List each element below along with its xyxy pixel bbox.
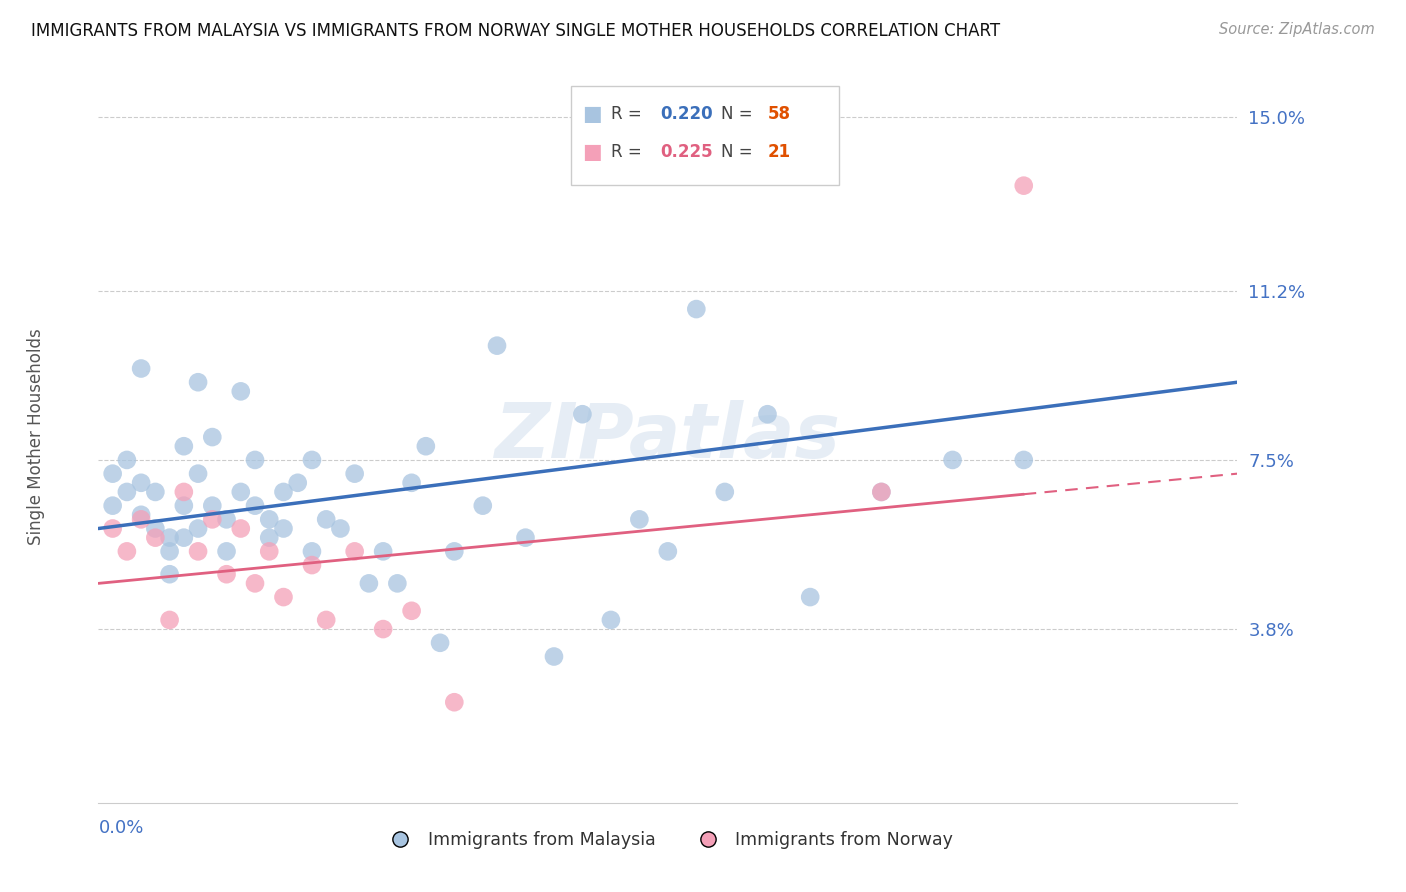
Point	[273, 521, 295, 535]
Point	[273, 485, 295, 500]
Point	[371, 622, 394, 636]
Point	[799, 590, 821, 604]
Point	[243, 453, 266, 467]
Point	[215, 567, 238, 582]
Point	[401, 475, 423, 490]
Text: R =: R =	[612, 104, 647, 123]
Text: 0.0%: 0.0%	[98, 819, 143, 837]
Point	[101, 499, 124, 513]
Point	[371, 544, 394, 558]
Point	[870, 485, 893, 500]
Point	[287, 475, 309, 490]
Text: N =: N =	[721, 104, 758, 123]
Legend: Immigrants from Malaysia, Immigrants from Norway: Immigrants from Malaysia, Immigrants fro…	[375, 824, 960, 856]
Point	[129, 508, 152, 522]
Point	[870, 485, 893, 500]
Point	[657, 544, 679, 558]
Point	[243, 576, 266, 591]
Point	[115, 485, 138, 500]
Point	[1012, 453, 1035, 467]
Point	[259, 531, 281, 545]
Point	[173, 531, 195, 545]
Point	[259, 544, 281, 558]
FancyBboxPatch shape	[571, 86, 839, 185]
Point	[201, 512, 224, 526]
Point	[187, 467, 209, 481]
Point	[315, 613, 337, 627]
Point	[486, 338, 509, 352]
Text: ZIPatlas: ZIPatlas	[495, 401, 841, 474]
Point	[343, 467, 366, 481]
Point	[129, 512, 152, 526]
Text: 0.220: 0.220	[659, 104, 713, 123]
Point	[187, 544, 209, 558]
Point	[628, 512, 651, 526]
Point	[685, 302, 707, 317]
Point	[129, 475, 152, 490]
Text: ■: ■	[582, 103, 602, 124]
Point	[357, 576, 380, 591]
Point	[115, 453, 138, 467]
Point	[600, 613, 623, 627]
Point	[543, 649, 565, 664]
Point	[159, 613, 181, 627]
Point	[159, 567, 181, 582]
Text: N =: N =	[721, 143, 758, 161]
Point	[201, 430, 224, 444]
Point	[159, 544, 181, 558]
Point	[415, 439, 437, 453]
Point	[229, 521, 252, 535]
Point	[571, 407, 593, 421]
Point	[173, 485, 195, 500]
Point	[187, 521, 209, 535]
Text: 58: 58	[768, 104, 792, 123]
Point	[101, 521, 124, 535]
Text: 21: 21	[768, 143, 792, 161]
Point	[1012, 178, 1035, 193]
Point	[471, 499, 494, 513]
Point	[443, 544, 465, 558]
Point	[756, 407, 779, 421]
Point	[401, 604, 423, 618]
Point	[259, 512, 281, 526]
Point	[129, 361, 152, 376]
Point	[145, 531, 167, 545]
Point	[387, 576, 409, 591]
Point	[201, 499, 224, 513]
Point	[301, 544, 323, 558]
Point	[215, 512, 238, 526]
Point	[301, 558, 323, 573]
Point	[229, 485, 252, 500]
Text: 0.225: 0.225	[659, 143, 713, 161]
Point	[343, 544, 366, 558]
Point	[145, 485, 167, 500]
Point	[443, 695, 465, 709]
Point	[173, 499, 195, 513]
Point	[145, 521, 167, 535]
Point	[229, 384, 252, 399]
Text: Source: ZipAtlas.com: Source: ZipAtlas.com	[1219, 22, 1375, 37]
Point	[515, 531, 537, 545]
Point	[243, 499, 266, 513]
Point	[101, 467, 124, 481]
Point	[115, 544, 138, 558]
Point	[329, 521, 352, 535]
Point	[942, 453, 965, 467]
Text: ■: ■	[582, 142, 602, 161]
Point	[173, 439, 195, 453]
Point	[315, 512, 337, 526]
Text: Single Mother Households: Single Mother Households	[27, 329, 45, 545]
Point	[187, 376, 209, 390]
Point	[215, 544, 238, 558]
Point	[429, 636, 451, 650]
Text: R =: R =	[612, 143, 647, 161]
Point	[714, 485, 737, 500]
Point	[159, 531, 181, 545]
Text: IMMIGRANTS FROM MALAYSIA VS IMMIGRANTS FROM NORWAY SINGLE MOTHER HOUSEHOLDS CORR: IMMIGRANTS FROM MALAYSIA VS IMMIGRANTS F…	[31, 22, 1000, 40]
Point	[273, 590, 295, 604]
Point	[301, 453, 323, 467]
